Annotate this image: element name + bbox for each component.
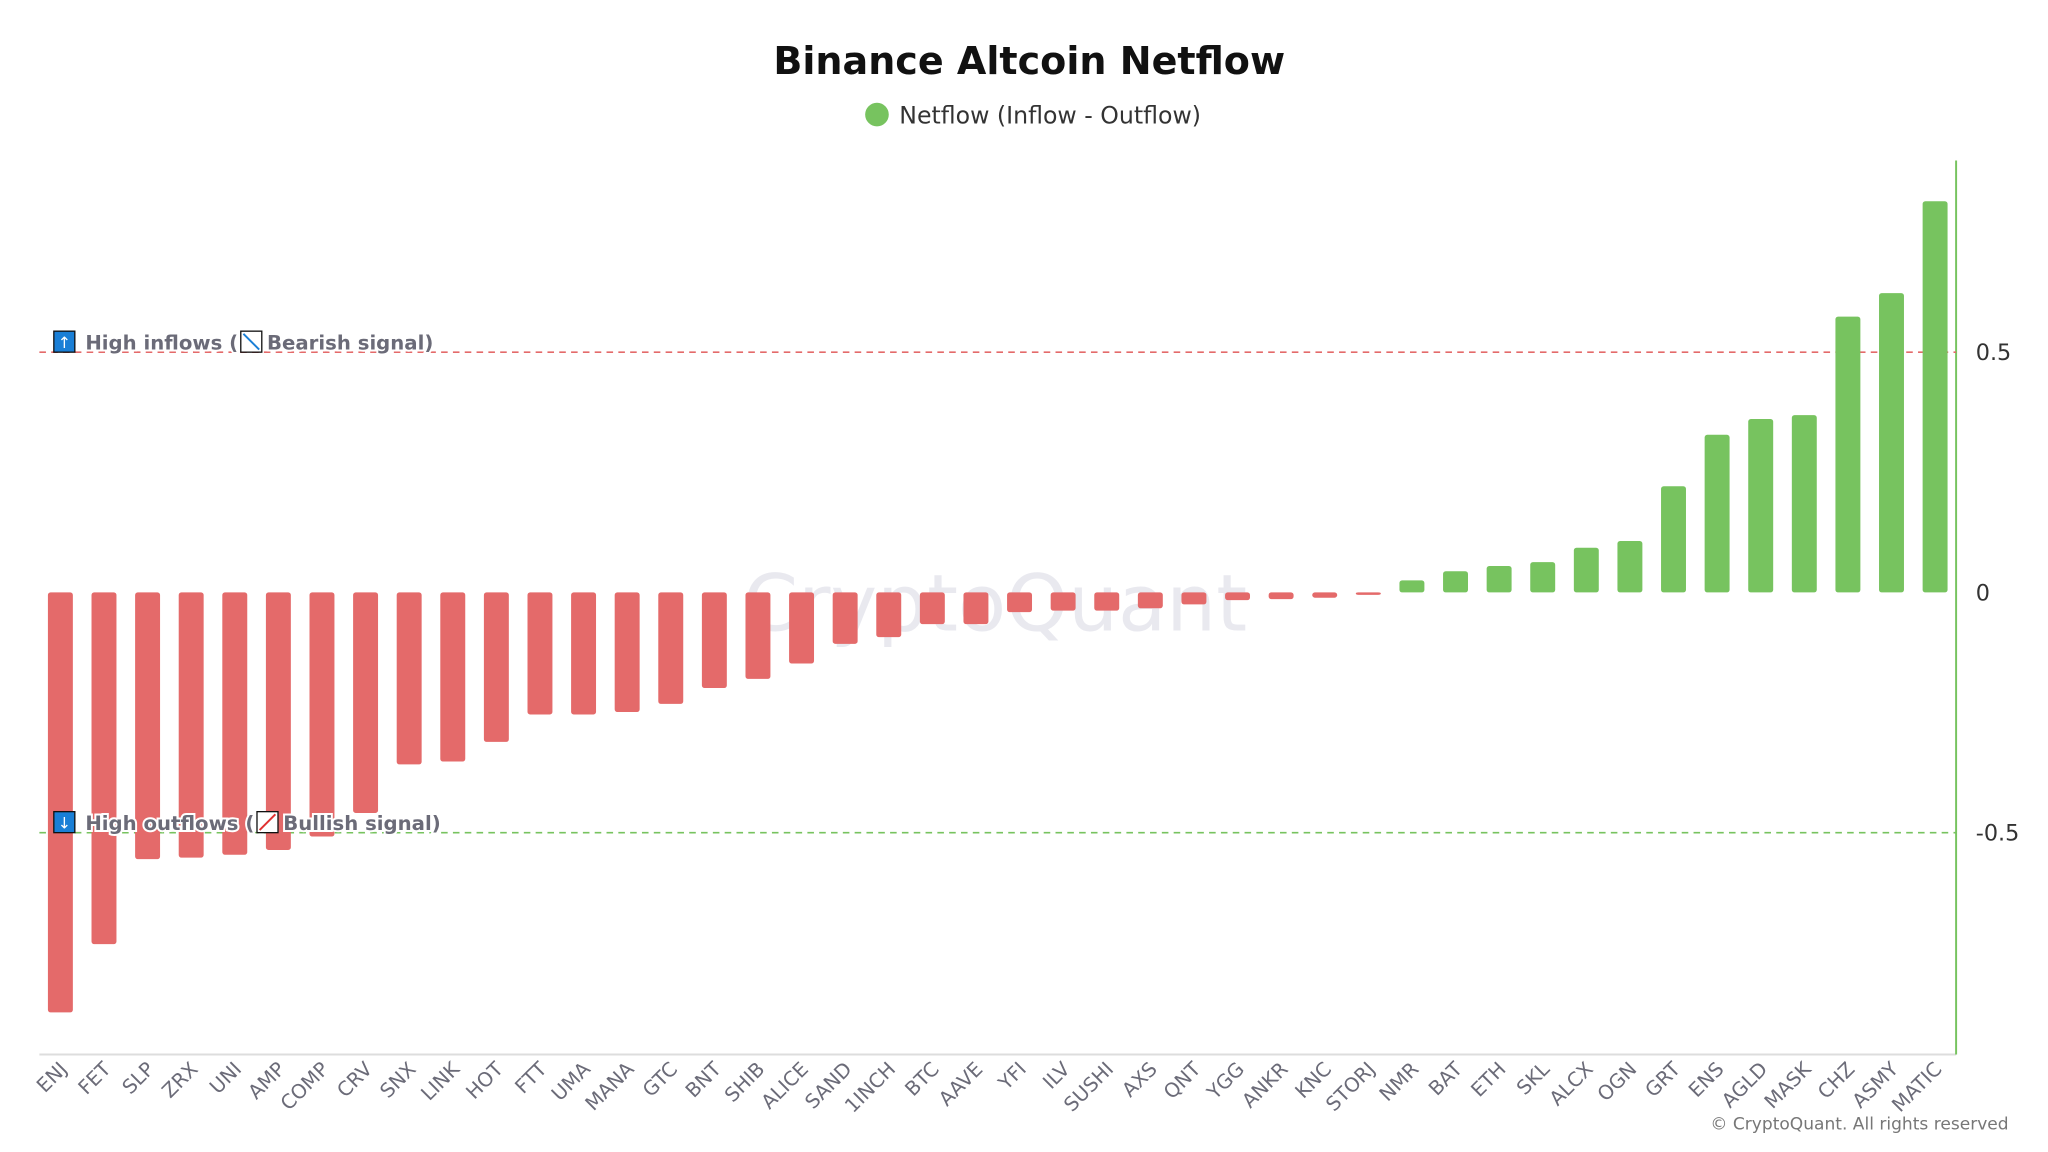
bar-ankr[interactable] — [1268, 592, 1294, 600]
bar-alice[interactable] — [789, 592, 815, 664]
bar-ilv[interactable] — [1050, 592, 1076, 611]
bar-1inch[interactable] — [876, 592, 902, 638]
bar-mask[interactable] — [1791, 415, 1817, 593]
bar-aave[interactable] — [963, 592, 989, 625]
y-tick-label: 0.5 — [1976, 340, 2011, 366]
legend-label: Netflow (Inflow - Outflow) — [899, 102, 1201, 130]
bar-snx[interactable] — [396, 592, 422, 765]
x-tick-label: ALICE — [757, 1058, 813, 1114]
bar-ftt[interactable] — [527, 592, 553, 715]
bar-zrx[interactable] — [178, 592, 204, 858]
x-tick-label: GRT — [1641, 1057, 1686, 1102]
arrow-up-glyph: ↑ — [58, 333, 71, 352]
y-tick-label: -0.5 — [1976, 821, 2020, 847]
bar-enj[interactable] — [47, 592, 73, 1013]
x-tick-label: BAT — [1424, 1057, 1467, 1100]
x-tick-label: OGN — [1593, 1058, 1641, 1106]
bar-fet[interactable] — [91, 592, 117, 945]
x-tick-label: GTC — [638, 1058, 682, 1102]
x-tick-label: FET — [74, 1057, 116, 1099]
arrow-down-glyph: ↓ — [58, 814, 71, 833]
x-tick-label: UNI — [205, 1058, 246, 1099]
annotation-label: High inflows ( — [85, 332, 238, 355]
bar-gtc[interactable] — [658, 592, 684, 704]
x-tick-label: ALCX — [1545, 1058, 1598, 1111]
bar-grt[interactable] — [1661, 486, 1686, 593]
bar-link[interactable] — [440, 592, 466, 762]
bar-skl[interactable] — [1530, 562, 1556, 593]
x-tick-label: YFI — [993, 1058, 1031, 1096]
bar-matic[interactable] — [1922, 201, 1948, 593]
bar-mana[interactable] — [614, 592, 640, 713]
x-tick-label: ETH — [1466, 1058, 1510, 1102]
bar-bnt[interactable] — [701, 592, 727, 689]
bar-axs[interactable] — [1137, 592, 1163, 609]
x-tick-label: MATIC — [1887, 1058, 1946, 1117]
chart-line-glyph — [242, 333, 260, 351]
bar-nmr[interactable] — [1399, 580, 1425, 593]
bar-slp[interactable] — [135, 592, 161, 860]
bar-alcx[interactable] — [1573, 547, 1599, 593]
bar-eth[interactable] — [1486, 565, 1512, 593]
bar-uni[interactable] — [222, 592, 248, 855]
annotation-label: Bullish signal) — [283, 812, 440, 835]
x-tick-label: HOT — [462, 1057, 509, 1104]
bar-uma[interactable] — [571, 592, 597, 715]
x-tick-label: AXS — [1118, 1058, 1162, 1102]
y-tick-label: 0 — [1976, 580, 1990, 606]
bar-qnt[interactable] — [1181, 592, 1207, 605]
bar-yfi[interactable] — [1007, 592, 1033, 613]
bar-ens[interactable] — [1704, 434, 1730, 593]
x-tick-label: STORJ — [1321, 1058, 1379, 1116]
bar-sand[interactable] — [832, 592, 858, 644]
bar-agld[interactable] — [1748, 418, 1774, 593]
x-tick-label: SLP — [118, 1057, 159, 1098]
x-tick-label: COMP — [276, 1057, 333, 1114]
bar-knc[interactable] — [1312, 592, 1338, 598]
bar-hot[interactable] — [483, 592, 509, 742]
legend-marker — [865, 102, 889, 127]
chart-title: Binance Altcoin Netflow — [773, 39, 1285, 83]
bar-storj[interactable] — [1355, 592, 1381, 595]
annotation-label: Bearish signal) — [267, 332, 433, 355]
x-tick-label: QNT — [1159, 1057, 1206, 1104]
copyright: © CryptoQuant. All rights reserved — [1710, 1114, 2008, 1134]
x-tick-label: AGLD — [1717, 1058, 1772, 1113]
x-tick-label: ANKR — [1238, 1057, 1293, 1112]
x-tick-label: SNX — [376, 1058, 421, 1103]
bar-ygg[interactable] — [1225, 592, 1251, 601]
x-tick-label: AAVE — [934, 1058, 987, 1111]
x-tick-label: SUSHI — [1059, 1058, 1118, 1117]
x-tick-label: FTT — [511, 1057, 552, 1098]
bar-bat[interactable] — [1443, 571, 1468, 593]
x-tick-label: MANA — [581, 1057, 639, 1115]
bar-sushi[interactable] — [1094, 592, 1120, 611]
bar-asmy[interactable] — [1879, 293, 1904, 593]
x-tick-label: LINK — [417, 1057, 465, 1105]
bar-shib[interactable] — [745, 592, 771, 679]
x-tick-label: MASK — [1760, 1057, 1817, 1114]
bar-comp[interactable] — [309, 592, 335, 837]
watermark: CryptoQuant — [743, 557, 1247, 649]
chart-line-glyph — [258, 813, 277, 831]
arrow-up-icon — [53, 330, 76, 353]
x-tick-label: BNT — [681, 1057, 726, 1102]
x-tick-label: ZRX — [158, 1058, 203, 1103]
arrow-down-icon — [53, 810, 76, 834]
x-tick-label: NMR — [1375, 1057, 1424, 1106]
annotation-label: High outflows ( — [85, 812, 254, 835]
bar-chz[interactable] — [1835, 316, 1861, 593]
x-tick-label: ENJ — [32, 1058, 72, 1098]
bar-btc[interactable] — [919, 592, 945, 625]
x-tick-label: CRV — [333, 1057, 378, 1102]
bar-crv[interactable] — [353, 592, 379, 813]
bar-amp[interactable] — [265, 592, 291, 850]
bar-ogn[interactable] — [1617, 540, 1643, 593]
legend[interactable]: Netflow (Inflow - Outflow) — [865, 102, 1201, 130]
